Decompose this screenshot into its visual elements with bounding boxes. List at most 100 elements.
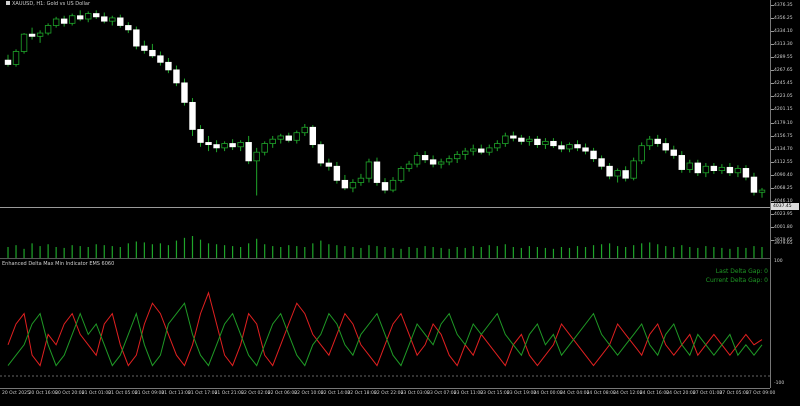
candle[interactable] (149, 50, 156, 57)
candle[interactable] (445, 158, 453, 163)
time-axis-label: 24 Oct 20:00 (666, 391, 696, 396)
candle[interactable] (333, 165, 341, 181)
candle[interactable] (526, 138, 533, 142)
candle[interactable] (85, 13, 92, 20)
candle[interactable] (285, 135, 292, 141)
candle[interactable] (486, 147, 493, 153)
candle[interactable] (606, 165, 613, 177)
candle[interactable] (510, 135, 517, 139)
candle[interactable] (141, 45, 148, 51)
candle[interactable] (462, 150, 469, 155)
candle[interactable] (614, 170, 621, 177)
candle[interactable] (12, 51, 20, 65)
candle[interactable] (269, 138, 276, 144)
candle[interactable] (494, 143, 501, 149)
candle[interactable] (341, 179, 349, 189)
candle[interactable] (309, 126, 317, 146)
candle[interactable] (750, 176, 758, 193)
candle[interactable] (293, 132, 300, 141)
candle[interactable] (397, 168, 405, 181)
candle[interactable] (325, 162, 333, 167)
candle[interactable] (534, 138, 541, 146)
candle[interactable] (502, 135, 509, 144)
candle[interactable] (758, 189, 766, 193)
candle[interactable] (718, 166, 726, 172)
candle[interactable] (542, 140, 549, 146)
candle[interactable] (558, 145, 565, 150)
candle[interactable] (301, 126, 308, 134)
candle[interactable] (453, 153, 461, 160)
indicator-chart[interactable] (0, 262, 770, 382)
candle[interactable] (646, 138, 653, 147)
candle[interactable] (702, 165, 710, 174)
candle[interactable] (221, 143, 228, 149)
candle[interactable] (133, 29, 140, 47)
candle[interactable] (566, 144, 573, 150)
candle[interactable] (413, 155, 421, 165)
candle[interactable] (76, 15, 84, 20)
candle[interactable] (4, 59, 12, 65)
candle[interactable] (478, 148, 485, 153)
candle[interactable] (317, 144, 325, 164)
candle[interactable] (734, 168, 742, 174)
candle[interactable] (710, 165, 718, 172)
candle[interactable] (357, 177, 365, 183)
candle[interactable] (173, 69, 180, 84)
candle[interactable] (654, 138, 661, 144)
candle[interactable] (44, 25, 52, 34)
candle[interactable] (365, 161, 373, 179)
candle[interactable] (20, 33, 28, 52)
candle[interactable] (157, 55, 164, 63)
candle[interactable] (590, 150, 597, 160)
candle[interactable] (261, 143, 268, 153)
candle[interactable] (253, 151, 260, 162)
candle[interactable] (189, 101, 196, 130)
candle[interactable] (437, 161, 445, 165)
candle[interactable] (60, 18, 68, 24)
candle[interactable] (237, 142, 244, 148)
candle[interactable] (598, 158, 605, 167)
price-chart[interactable] (0, 0, 770, 232)
candle[interactable] (550, 140, 557, 147)
candle[interactable] (349, 182, 357, 189)
candle[interactable] (630, 160, 637, 179)
candle[interactable] (574, 144, 581, 149)
candle[interactable] (622, 170, 629, 179)
candle[interactable] (36, 32, 44, 37)
candle[interactable] (245, 142, 252, 162)
candle[interactable] (670, 149, 677, 156)
candle[interactable] (165, 61, 172, 71)
candle[interactable] (93, 13, 100, 18)
candle[interactable] (52, 18, 60, 26)
candle[interactable] (582, 147, 589, 152)
candle[interactable] (429, 159, 437, 165)
candle[interactable] (686, 162, 694, 170)
candle[interactable] (678, 155, 685, 170)
candle[interactable] (28, 33, 36, 37)
candle[interactable] (101, 16, 108, 22)
candle[interactable] (205, 142, 212, 146)
price-axis[interactable]: 4376.35 4356.25 4334.10 4313.30 4289.55 4267.… (770, 0, 800, 388)
candle[interactable] (68, 15, 76, 24)
candle[interactable] (405, 163, 413, 169)
candle[interactable] (213, 144, 220, 149)
candle[interactable] (470, 148, 477, 152)
candle[interactable] (373, 161, 381, 183)
candle[interactable] (125, 25, 132, 31)
candle[interactable] (229, 143, 236, 148)
candle[interactable] (726, 166, 734, 174)
candle[interactable] (742, 168, 750, 178)
candle[interactable] (109, 17, 116, 22)
subwindow-separator[interactable] (0, 258, 770, 259)
candle[interactable] (662, 143, 669, 151)
candle[interactable] (638, 145, 645, 162)
candle[interactable] (197, 129, 204, 143)
candle[interactable] (694, 162, 702, 174)
candle[interactable] (181, 82, 188, 103)
candle[interactable] (389, 179, 397, 191)
candle[interactable] (277, 135, 284, 140)
candle[interactable] (518, 137, 525, 142)
candle[interactable] (117, 17, 124, 26)
candle[interactable] (381, 182, 389, 191)
candle[interactable] (421, 155, 429, 161)
